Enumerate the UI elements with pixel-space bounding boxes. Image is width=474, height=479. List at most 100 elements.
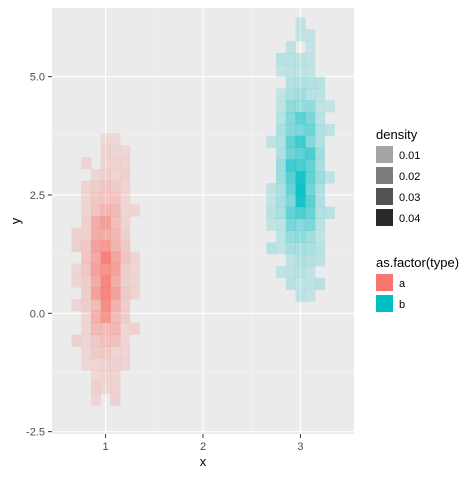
density-tile-b [305,265,316,279]
density-tile-b [285,112,296,125]
density-tile-b [315,159,326,172]
density-tile-b [305,135,316,148]
density-tile-b [276,194,287,208]
density-tile-a [90,358,102,371]
density-tile-b [266,194,277,208]
density-tile-a [90,192,102,205]
density-tile-a [81,228,92,241]
density-tile-b [276,265,287,279]
density-tile-b [305,123,316,137]
density-tile-b [305,112,316,125]
density-tile-b [276,88,287,101]
density-tile-a [81,192,92,205]
density-tile-a [120,358,131,371]
y-tick-label: 5.0 [30,72,45,84]
density-tile-a [100,370,111,383]
density-tile-a [90,263,102,276]
fill-legend-title: as.factor(type) [376,255,459,270]
density-tile-a [120,168,131,182]
x-tick-label: 3 [297,441,303,453]
density-tile-a [90,370,102,383]
density-tile-a [129,322,140,335]
density-tile-a [71,239,82,253]
density-key-swatch [376,209,393,226]
density-key-label: 0.03 [399,192,420,204]
density-tile-b [276,135,287,148]
density-tile-b [315,242,326,255]
density-tile-b [285,123,296,137]
density-tile-b [315,171,326,184]
density-tile-a [120,346,131,359]
density-tile-b [315,135,326,148]
density-tile-a [120,157,131,170]
density-tile-a [110,322,121,335]
density-tile-b [315,88,326,101]
density-tile-b [324,100,335,113]
density-tile-b [276,147,287,160]
density-tile-a [81,299,92,312]
density-tile-b [305,88,316,101]
density-tile-b [315,147,326,160]
density-tile-b [305,41,316,54]
density-tile-b [285,147,296,160]
density-tile-a [110,228,121,241]
density-tile-a [90,228,102,241]
density-key-label: 0.02 [399,171,420,183]
density-tile-b [305,277,316,290]
density-tile-a [90,251,102,264]
density-tile-a [81,358,92,371]
density-tile-a [100,358,111,371]
density-tile-a [120,251,131,264]
density-tile-b [305,230,316,243]
density-tile-a [90,168,102,182]
density-tile-b [324,171,335,184]
density-tile-a [129,275,140,288]
density-tile-a [81,275,92,288]
density-tile-b [285,41,296,54]
density-tile-b [295,52,306,66]
density-tile-b [295,135,306,148]
density-tile-a [110,358,121,371]
density-tile-a [100,263,111,276]
density-tile-b [295,242,306,255]
density-tile-b [295,123,306,137]
density-tile-a [90,204,102,217]
density-tile-a [90,381,102,395]
density-key-label: 0.04 [399,213,420,225]
y-tick-label: 2.5 [30,190,45,202]
density-tile-a [100,228,111,241]
density-tile-a [100,310,111,324]
density-tile-b [295,76,306,89]
density-tile-b [266,135,277,148]
density-tile-b [295,183,306,196]
density-tile-a [100,251,111,264]
density-tile-b [285,100,296,113]
density-tile-a [81,239,92,253]
density-key-swatch [376,167,393,184]
density-tile-b [295,112,306,125]
density-tile-b [285,277,296,290]
density-tile-b [285,88,296,101]
density-tile-b [305,100,316,113]
density-tile-a [110,251,121,264]
density-tile-b [305,159,316,172]
density-tile-b [315,76,326,89]
density-tile-a [110,133,121,146]
density-tile-b [276,100,287,113]
density-tile-a [120,216,131,229]
density-tiles [71,17,335,406]
density-tile-b [266,242,277,255]
density-tile-a [120,180,131,193]
density-tile-b [276,64,287,77]
density-tile-a [110,192,121,205]
y-tick-label: 0.0 [30,308,45,320]
density-tile-a [100,322,111,335]
density-tile-a [120,334,131,347]
density-tile-b [295,17,306,30]
density-tile-a [129,251,140,264]
density-tile-a [81,251,92,264]
density-key-bg [376,167,393,184]
density-tile-b [295,254,306,267]
density-tile-b [305,289,316,302]
fill-legend: as.factor(type) ab [376,255,459,312]
